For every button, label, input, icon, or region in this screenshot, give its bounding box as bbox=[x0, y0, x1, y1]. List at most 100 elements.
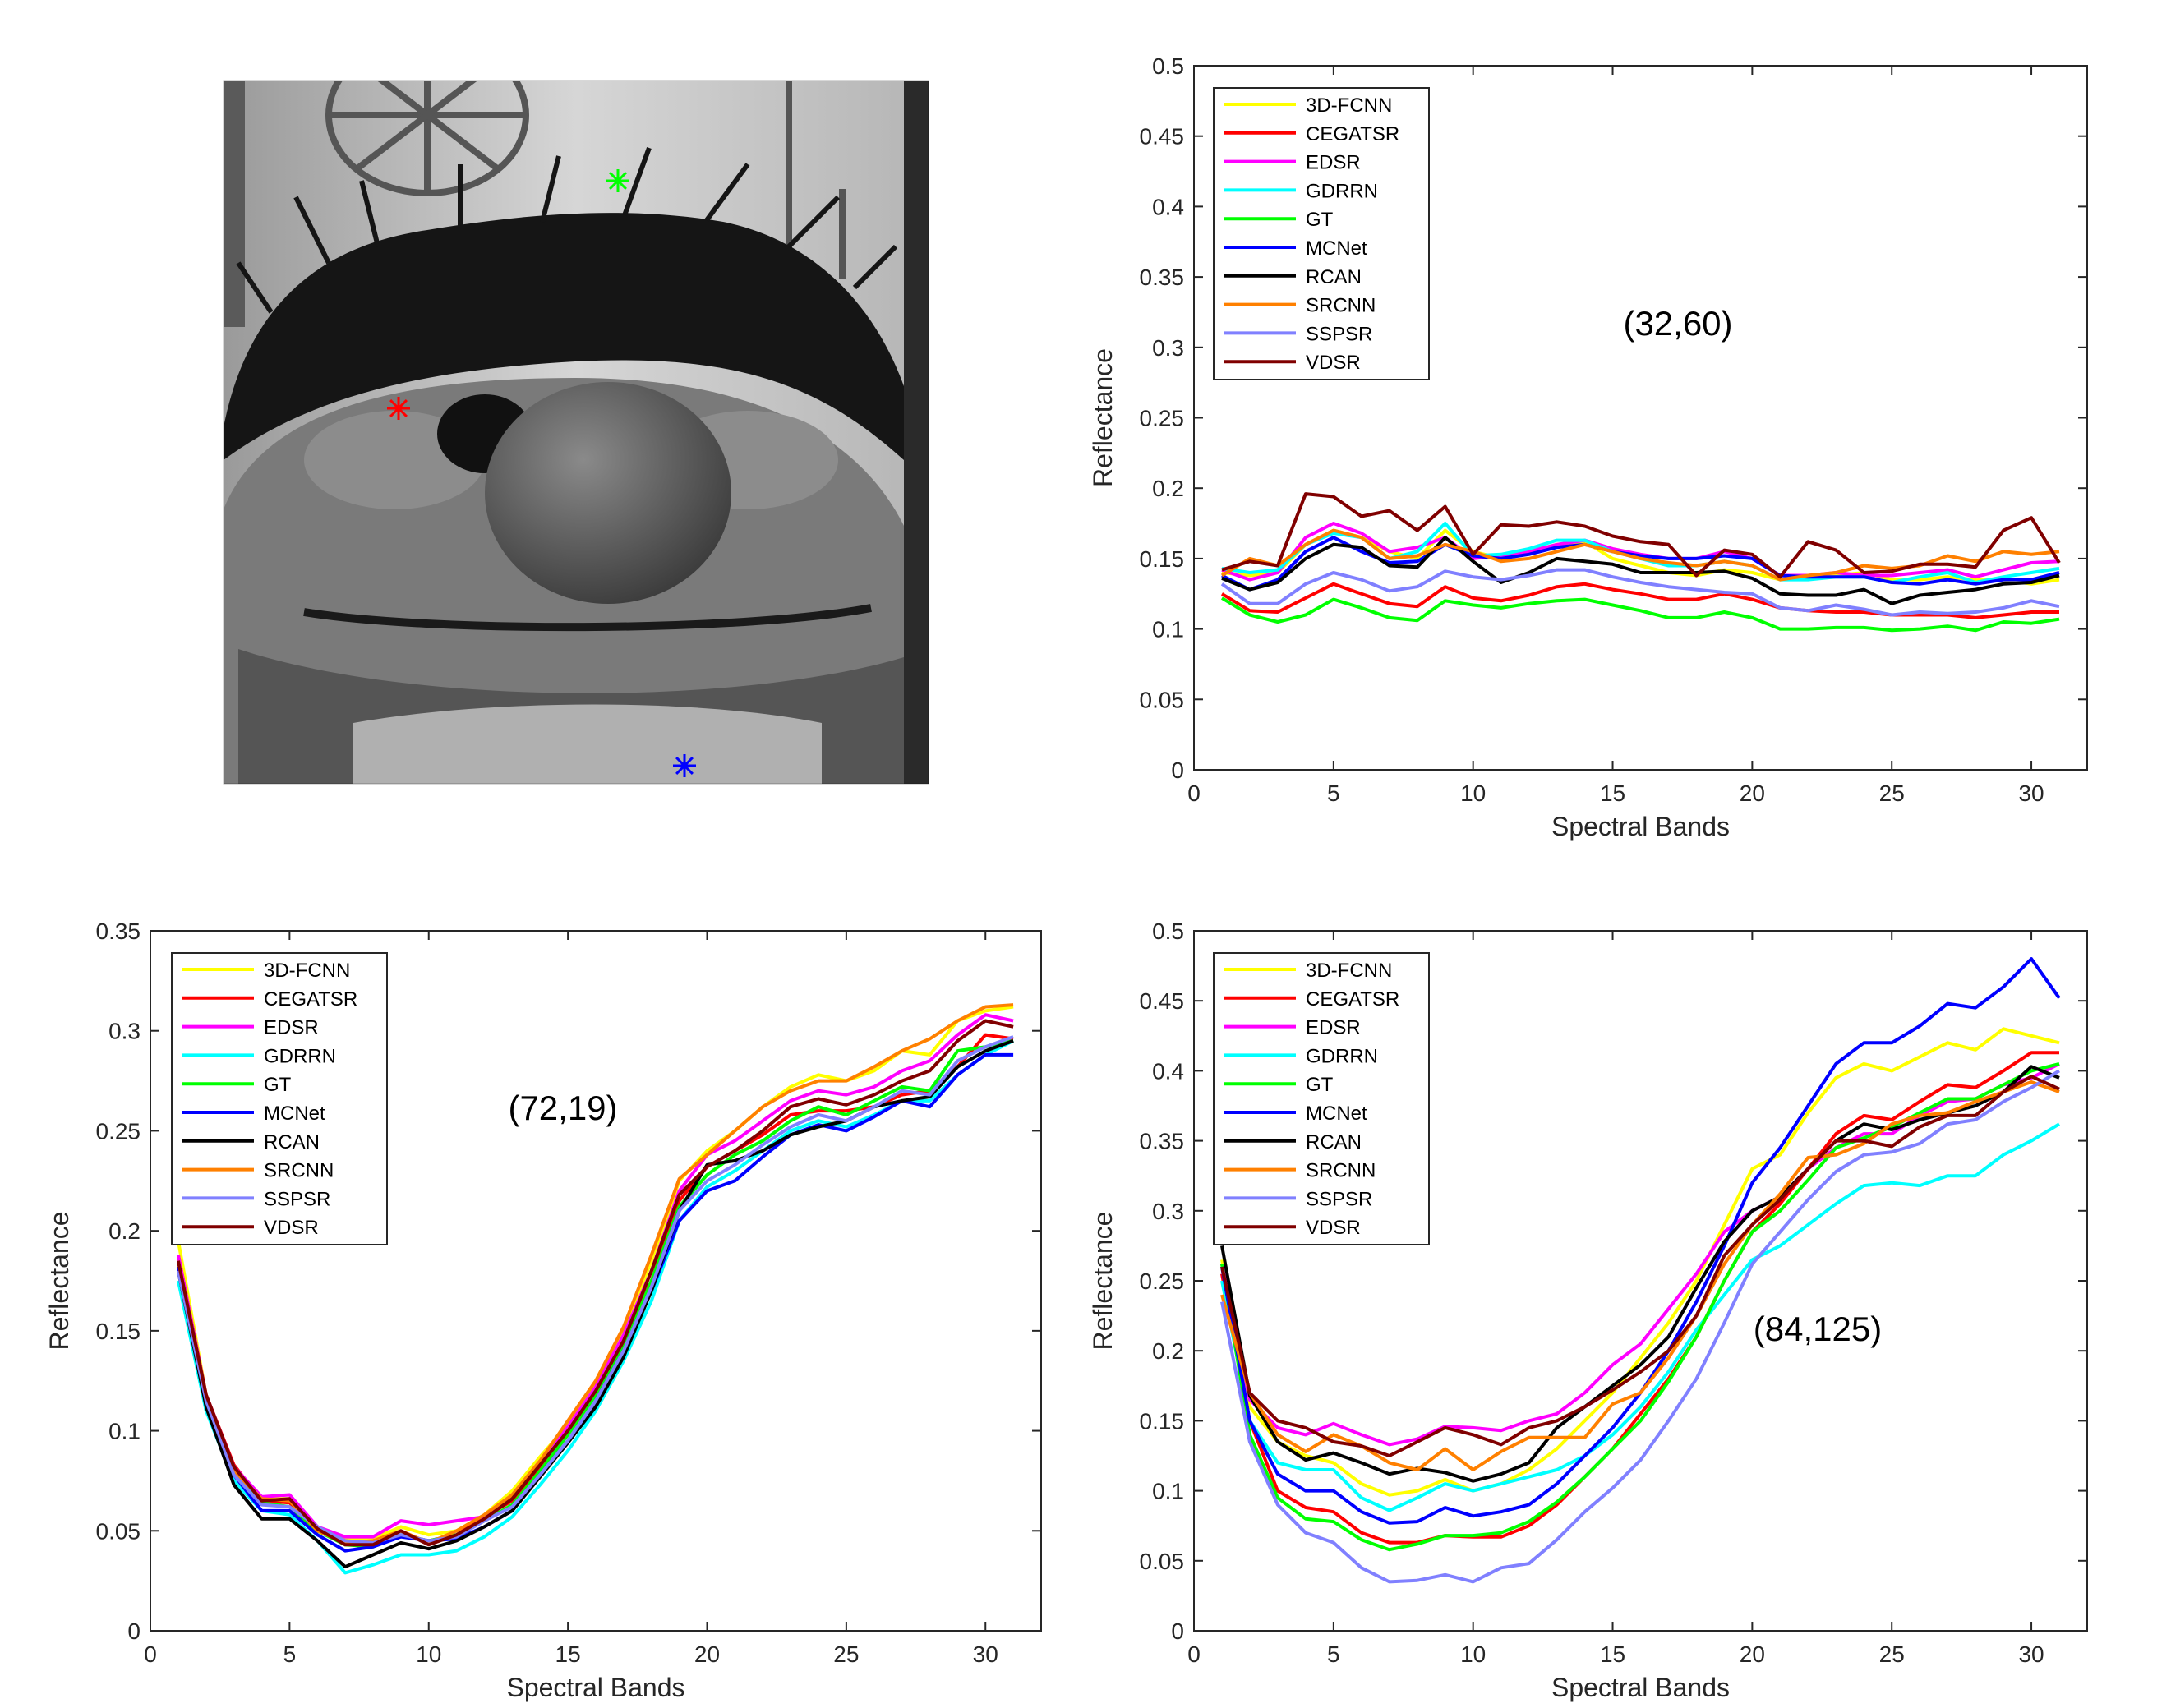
legend-label: RCAN bbox=[1306, 266, 1362, 288]
y-tick-label: 0.5 bbox=[1152, 918, 1184, 944]
x-tick-label: 15 bbox=[1600, 1641, 1625, 1667]
series-line-vdsr bbox=[1220, 1075, 2060, 1457]
series-line-cegatsr bbox=[1220, 1051, 2059, 1545]
x-tick-label: 0 bbox=[144, 1641, 157, 1667]
legend: 3D-FCNN CEGATSR EDSR GDRRN GT MCNet RCAN SRCNN S… bbox=[1213, 952, 1430, 1245]
legend-label: GDRRN bbox=[1306, 180, 1378, 202]
legend: 3D-FCNN CEGATSR EDSR GDRRN GT MCNet RCAN SRCNN S… bbox=[171, 952, 388, 1245]
y-tick-label: 0.3 bbox=[108, 1019, 141, 1044]
y-tick-label: 0.05 bbox=[1140, 687, 1185, 712]
legend-label: SSPSR bbox=[1306, 1188, 1372, 1210]
point-annotation: (84,125) bbox=[1754, 1310, 1882, 1348]
wheel-ornament bbox=[325, 81, 846, 279]
x-tick-label: 30 bbox=[973, 1641, 998, 1667]
green-marker-icon bbox=[606, 169, 629, 192]
y-tick-label: 0.35 bbox=[1140, 265, 1185, 290]
x-axis-label: Spectral Bands bbox=[1551, 812, 1730, 841]
legend-label: VDSR bbox=[264, 1217, 319, 1239]
y-tick-label: 0.35 bbox=[1140, 1129, 1185, 1154]
legend-label: MCNet bbox=[1306, 237, 1367, 260]
series-line-sspsr bbox=[1220, 568, 2060, 617]
x-tick-label: 25 bbox=[1879, 1641, 1905, 1667]
series-line-vdsr bbox=[176, 1019, 1014, 1547]
y-tick-label: 0.45 bbox=[1140, 124, 1185, 150]
legend-label: EDSR bbox=[1306, 1017, 1361, 1039]
x-tick-label: 0 bbox=[1187, 780, 1201, 806]
legend-box bbox=[1213, 87, 1430, 380]
series-line-gt bbox=[1220, 596, 2060, 633]
series-line-rcan bbox=[1221, 536, 2060, 605]
legend-label: MCNet bbox=[1306, 1103, 1367, 1125]
y-tick-label: 0.1 bbox=[108, 1419, 141, 1444]
x-tick-label: 5 bbox=[1327, 780, 1340, 806]
legend-label: EDSR bbox=[1306, 152, 1361, 174]
legend-box bbox=[1213, 952, 1430, 1245]
nose bbox=[485, 382, 731, 604]
legend-label: SRCNN bbox=[1306, 295, 1376, 317]
x-tick-label: 20 bbox=[694, 1641, 720, 1667]
y-tick-label: 0.15 bbox=[1140, 546, 1185, 572]
chart-2: 0 5 10 15 20 25 30 0 0.05 0.1 0.15 0.2 0.25 0.3 0.35 Sp… bbox=[44, 918, 1042, 1702]
y-tick-label: 0.05 bbox=[96, 1518, 141, 1544]
x-tick-label: 15 bbox=[555, 1641, 581, 1667]
x-tick-label: 20 bbox=[1740, 1641, 1765, 1667]
legend-label: CEGATSR bbox=[1306, 123, 1399, 145]
hair bbox=[224, 213, 904, 460]
legend-box bbox=[171, 952, 388, 1245]
y-tick-label: 0.25 bbox=[1140, 1268, 1185, 1294]
legend-label: SSPSR bbox=[264, 1188, 330, 1210]
legend-label: CEGATSR bbox=[1306, 988, 1399, 1011]
y-tick-label: 0.15 bbox=[1140, 1408, 1185, 1434]
series-line-mcnet bbox=[1221, 536, 2060, 592]
x-axis-label: Spectral Bands bbox=[506, 1673, 684, 1702]
x-tick-label: 5 bbox=[283, 1641, 297, 1667]
y-tick-label: 0.5 bbox=[1152, 53, 1184, 79]
legend-label: 3D-FCNN bbox=[1306, 94, 1392, 117]
x-tick-label: 25 bbox=[1879, 780, 1905, 806]
chart-layer: 0 5 10 15 20 25 3000.050.10.150.20.250.30.350.… bbox=[44, 53, 2088, 1702]
y-tick-label: 0.2 bbox=[108, 1218, 141, 1244]
y-axis-label: Reflectance bbox=[1088, 348, 1118, 487]
point-annotation: (32,60) bbox=[1623, 304, 1732, 343]
series-line-srcnn bbox=[176, 1003, 1014, 1545]
y-tick-label: 0.4 bbox=[1152, 194, 1184, 219]
y-tick-label: 0.3 bbox=[1152, 335, 1184, 361]
series-line-3d-fcnn bbox=[1220, 1027, 2060, 1497]
legend-label: SRCNN bbox=[264, 1160, 334, 1182]
y-tick-label: 0 bbox=[1171, 757, 1184, 783]
legend-label: MCNet bbox=[264, 1103, 325, 1125]
y-tick-label: 0.1 bbox=[1152, 617, 1184, 642]
legend-label: VDSR bbox=[1306, 1217, 1361, 1239]
y-axis-label: Reflectance bbox=[44, 1212, 74, 1351]
series-line-sspsr bbox=[1220, 1069, 2061, 1584]
series-line-vdsr bbox=[1221, 492, 2061, 579]
y-tick-label: 0.4 bbox=[1152, 1058, 1184, 1084]
x-tick-label: 5 bbox=[1327, 1641, 1340, 1667]
hair-strands bbox=[236, 146, 898, 314]
legend-label: SRCNN bbox=[1306, 1160, 1376, 1182]
pixel-markers bbox=[387, 169, 696, 777]
legend: 3D-FCNN CEGATSR EDSR GDRRN GT MCNet RCAN SRCNN S… bbox=[1213, 87, 1430, 380]
legend-label: GT bbox=[1306, 1074, 1334, 1096]
x-tick-label: 10 bbox=[1460, 780, 1486, 806]
legend-label: RCAN bbox=[1306, 1131, 1362, 1153]
legend-label: 3D-FCNN bbox=[264, 960, 350, 982]
legend-label: RCAN bbox=[264, 1131, 320, 1153]
y-tick-label: 0.3 bbox=[1152, 1199, 1184, 1224]
series-line-cegatsr bbox=[1220, 582, 2059, 619]
x-tick-label: 20 bbox=[1740, 780, 1765, 806]
y-axis-label: Reflectance bbox=[1088, 1212, 1118, 1351]
legend-label: GDRRN bbox=[264, 1045, 336, 1067]
blue-marker-icon bbox=[673, 754, 696, 777]
point-annotation: (72,19) bbox=[508, 1089, 617, 1127]
y-tick-label: 0.2 bbox=[1152, 476, 1184, 501]
mouth bbox=[303, 604, 872, 632]
x-tick-label: 10 bbox=[416, 1641, 441, 1667]
y-tick-label: 0.35 bbox=[96, 918, 141, 944]
x-axis-label: Spectral Bands bbox=[1551, 1673, 1730, 1702]
series-line-rcan bbox=[1220, 1065, 2060, 1483]
chin bbox=[353, 704, 822, 784]
legend-label: GDRRN bbox=[1306, 1045, 1378, 1067]
legend-label: VDSR bbox=[1306, 352, 1361, 374]
